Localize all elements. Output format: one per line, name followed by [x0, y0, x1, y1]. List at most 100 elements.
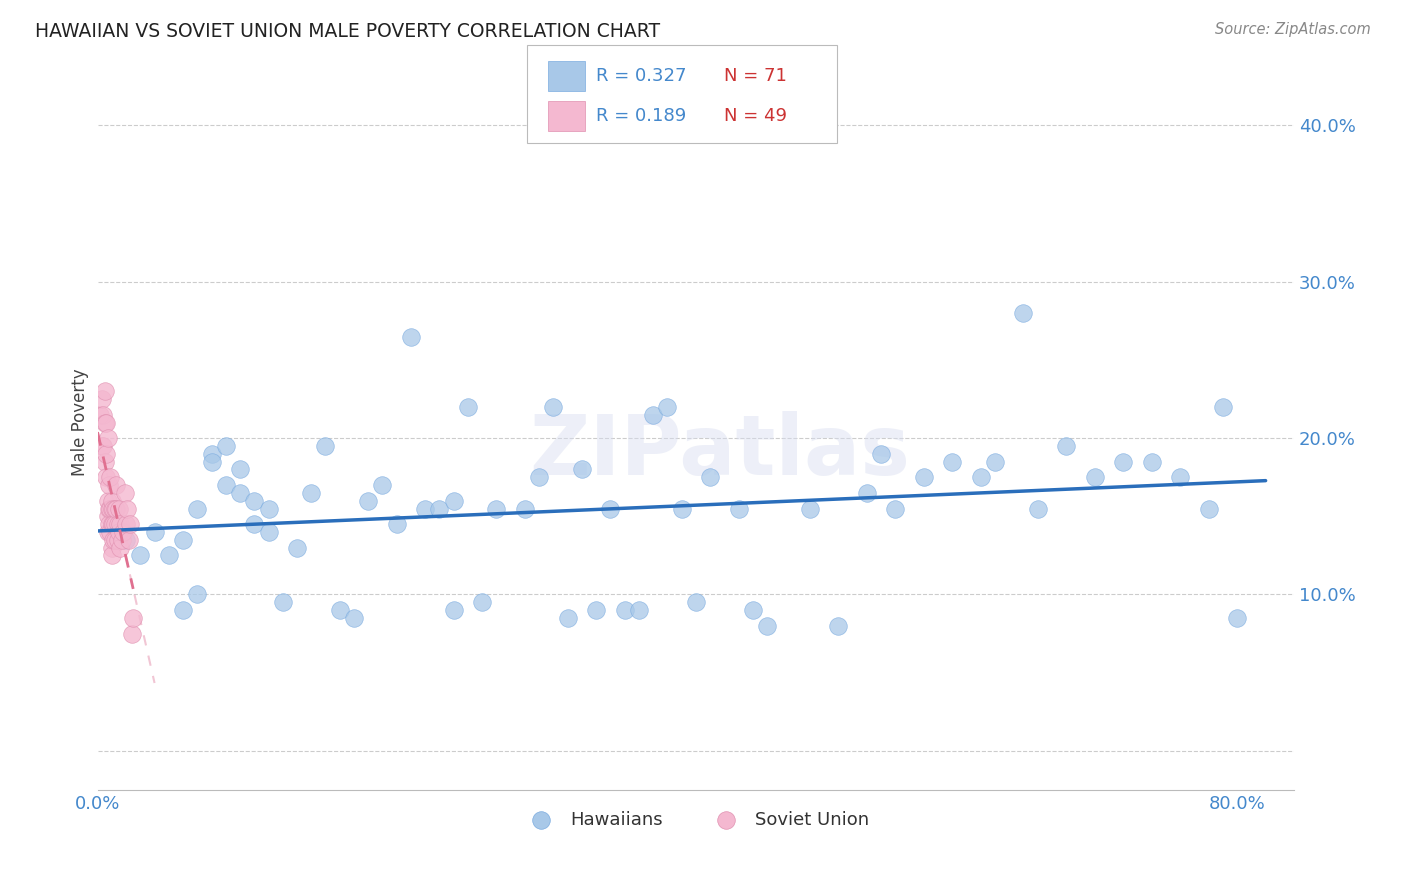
- Point: [613, 603, 636, 617]
- Point: [100, 524, 122, 539]
- Text: Source: ZipAtlas.com: Source: ZipAtlas.com: [1215, 22, 1371, 37]
- Point: [314, 439, 336, 453]
- Text: N = 49: N = 49: [724, 107, 787, 125]
- Point: [157, 549, 180, 563]
- Point: [143, 524, 166, 539]
- Point: [90, 439, 112, 453]
- Point: [399, 329, 422, 343]
- Point: [122, 611, 145, 625]
- Y-axis label: Male Poverty: Male Poverty: [72, 368, 89, 476]
- Point: [1140, 455, 1163, 469]
- Point: [98, 501, 121, 516]
- Point: [1084, 470, 1107, 484]
- Point: [799, 501, 821, 516]
- Point: [229, 486, 252, 500]
- Point: [912, 470, 935, 484]
- Point: [257, 524, 280, 539]
- Point: [96, 524, 118, 539]
- Point: [756, 619, 779, 633]
- Point: [107, 533, 129, 547]
- Point: [643, 408, 665, 422]
- Point: [94, 470, 117, 484]
- Point: [93, 384, 115, 399]
- Point: [110, 541, 132, 555]
- Point: [91, 439, 114, 453]
- Point: [101, 517, 124, 532]
- Point: [827, 619, 849, 633]
- Point: [104, 501, 127, 516]
- Point: [727, 501, 749, 516]
- Point: [101, 549, 124, 563]
- Point: [101, 493, 124, 508]
- Point: [1012, 306, 1035, 320]
- Text: R = 0.327: R = 0.327: [596, 67, 686, 85]
- Point: [120, 517, 142, 532]
- Point: [93, 416, 115, 430]
- Point: [101, 501, 124, 516]
- Point: [115, 517, 138, 532]
- Point: [657, 400, 679, 414]
- Point: [105, 501, 128, 516]
- Point: [117, 501, 139, 516]
- Point: [96, 509, 118, 524]
- Point: [98, 517, 121, 532]
- Point: [110, 517, 132, 532]
- Point: [243, 493, 266, 508]
- Point: [884, 501, 907, 516]
- Point: [285, 541, 308, 555]
- Point: [108, 501, 131, 516]
- Point: [329, 603, 352, 617]
- Point: [699, 470, 721, 484]
- Point: [685, 595, 707, 609]
- Point: [215, 478, 238, 492]
- Point: [243, 517, 266, 532]
- Point: [671, 501, 693, 516]
- Point: [112, 524, 135, 539]
- Point: [98, 478, 121, 492]
- Point: [91, 408, 114, 422]
- Point: [100, 501, 122, 516]
- Point: [104, 517, 127, 532]
- Point: [96, 431, 118, 445]
- Point: [543, 400, 565, 414]
- Text: N = 71: N = 71: [724, 67, 787, 85]
- Point: [229, 462, 252, 476]
- Point: [215, 439, 238, 453]
- Point: [114, 486, 136, 500]
- Point: [115, 533, 138, 547]
- Text: ZIPatlas: ZIPatlas: [529, 411, 910, 492]
- Point: [1212, 400, 1234, 414]
- Point: [385, 517, 408, 532]
- Point: [271, 595, 294, 609]
- Point: [1168, 470, 1191, 484]
- Point: [129, 549, 152, 563]
- Point: [443, 493, 465, 508]
- Point: [108, 524, 131, 539]
- Point: [111, 533, 134, 547]
- Point: [105, 478, 128, 492]
- Point: [870, 447, 893, 461]
- Point: [94, 447, 117, 461]
- Point: [741, 603, 763, 617]
- Point: [627, 603, 650, 617]
- Point: [172, 603, 194, 617]
- Point: [94, 416, 117, 430]
- Point: [103, 501, 125, 516]
- Point: [1226, 611, 1249, 625]
- Point: [104, 533, 127, 547]
- Point: [200, 455, 222, 469]
- Point: [599, 501, 621, 516]
- Point: [103, 533, 125, 547]
- Point: [371, 478, 394, 492]
- Point: [103, 517, 125, 532]
- Point: [970, 470, 993, 484]
- Point: [257, 501, 280, 516]
- Point: [1026, 501, 1049, 516]
- Point: [172, 533, 194, 547]
- Point: [96, 493, 118, 508]
- Point: [457, 400, 479, 414]
- Point: [1054, 439, 1077, 453]
- Point: [984, 455, 1007, 469]
- Point: [100, 470, 122, 484]
- Point: [571, 462, 593, 476]
